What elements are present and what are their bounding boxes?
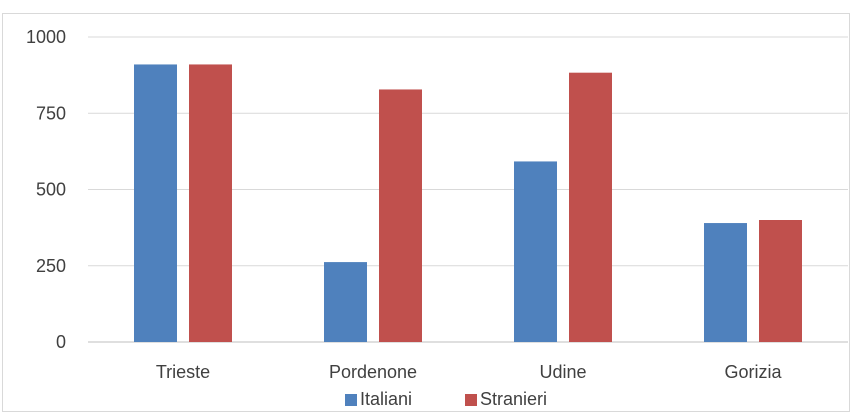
bar-stranieri-udine	[569, 72, 612, 342]
legend-swatch-stranieri	[465, 394, 477, 406]
y-tick-label: 750	[36, 103, 66, 123]
bar-italiani-udine	[514, 161, 557, 342]
legend-label-stranieri: Stranieri	[480, 389, 547, 409]
legend-label-italiani: Italiani	[360, 389, 412, 409]
y-tick-label: 0	[56, 332, 66, 352]
bar-italiani-gorizia	[704, 223, 747, 342]
bar-stranieri-trieste	[189, 64, 232, 342]
x-tick-label: Udine	[539, 362, 586, 382]
x-tick-label: Pordenone	[329, 362, 417, 382]
bar-italiani-pordenone	[324, 262, 367, 342]
x-tick-label: Trieste	[156, 362, 210, 382]
bar-stranieri-gorizia	[759, 220, 802, 342]
y-tick-label: 1000	[26, 27, 66, 47]
y-axis-ticks: 0 250 500 750 1000	[26, 27, 66, 352]
x-tick-label: Gorizia	[724, 362, 782, 382]
x-axis-ticks: Trieste Pordenone Udine Gorizia	[156, 362, 783, 382]
bar-italiani-trieste	[134, 64, 177, 342]
legend: Italiani Stranieri	[345, 389, 547, 409]
bars	[134, 64, 802, 343]
y-tick-label: 250	[36, 256, 66, 276]
bar-stranieri-pordenone	[379, 89, 422, 343]
y-tick-label: 500	[36, 180, 66, 200]
legend-swatch-italiani	[345, 394, 357, 406]
